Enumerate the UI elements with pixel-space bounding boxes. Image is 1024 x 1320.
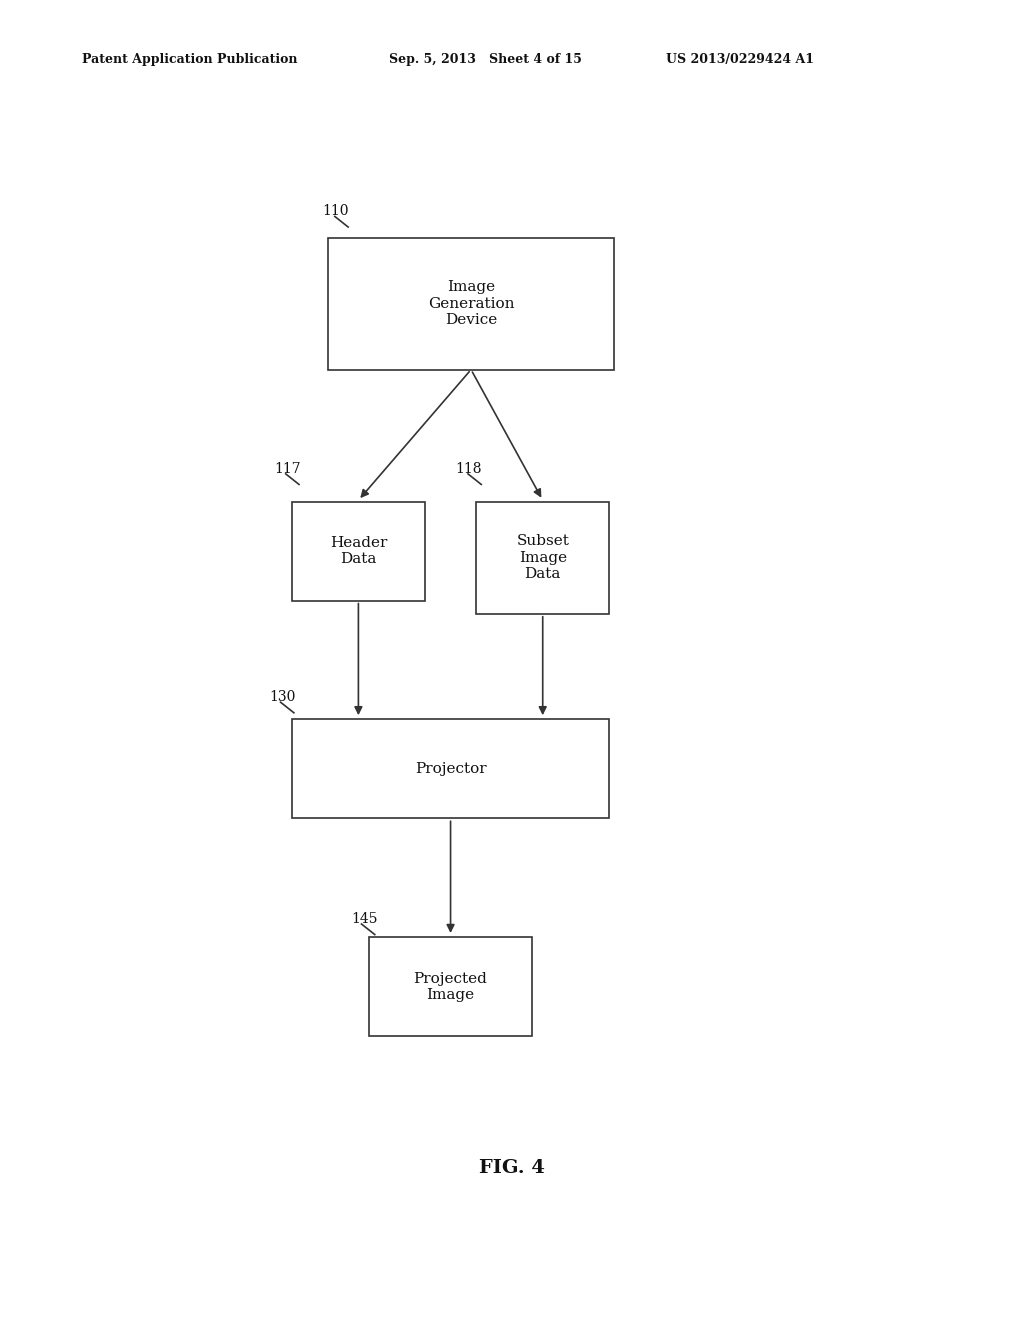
Text: FIG. 4: FIG. 4 bbox=[479, 1159, 545, 1177]
Text: 110: 110 bbox=[323, 205, 349, 218]
FancyBboxPatch shape bbox=[292, 719, 609, 818]
FancyBboxPatch shape bbox=[328, 238, 614, 370]
Text: Header
Data: Header Data bbox=[330, 536, 387, 566]
Text: 130: 130 bbox=[269, 690, 296, 704]
FancyBboxPatch shape bbox=[476, 502, 609, 614]
Text: Projector: Projector bbox=[415, 762, 486, 776]
Text: Subset
Image
Data: Subset Image Data bbox=[516, 535, 569, 581]
Text: 117: 117 bbox=[274, 462, 301, 475]
FancyBboxPatch shape bbox=[292, 502, 425, 601]
Text: 145: 145 bbox=[351, 912, 378, 925]
Text: Image
Generation
Device: Image Generation Device bbox=[428, 280, 514, 327]
FancyBboxPatch shape bbox=[369, 937, 532, 1036]
Text: Patent Application Publication: Patent Application Publication bbox=[82, 53, 297, 66]
Text: Sep. 5, 2013   Sheet 4 of 15: Sep. 5, 2013 Sheet 4 of 15 bbox=[389, 53, 582, 66]
Text: Projected
Image: Projected Image bbox=[414, 972, 487, 1002]
Text: US 2013/0229424 A1: US 2013/0229424 A1 bbox=[666, 53, 814, 66]
Text: 118: 118 bbox=[456, 462, 482, 475]
